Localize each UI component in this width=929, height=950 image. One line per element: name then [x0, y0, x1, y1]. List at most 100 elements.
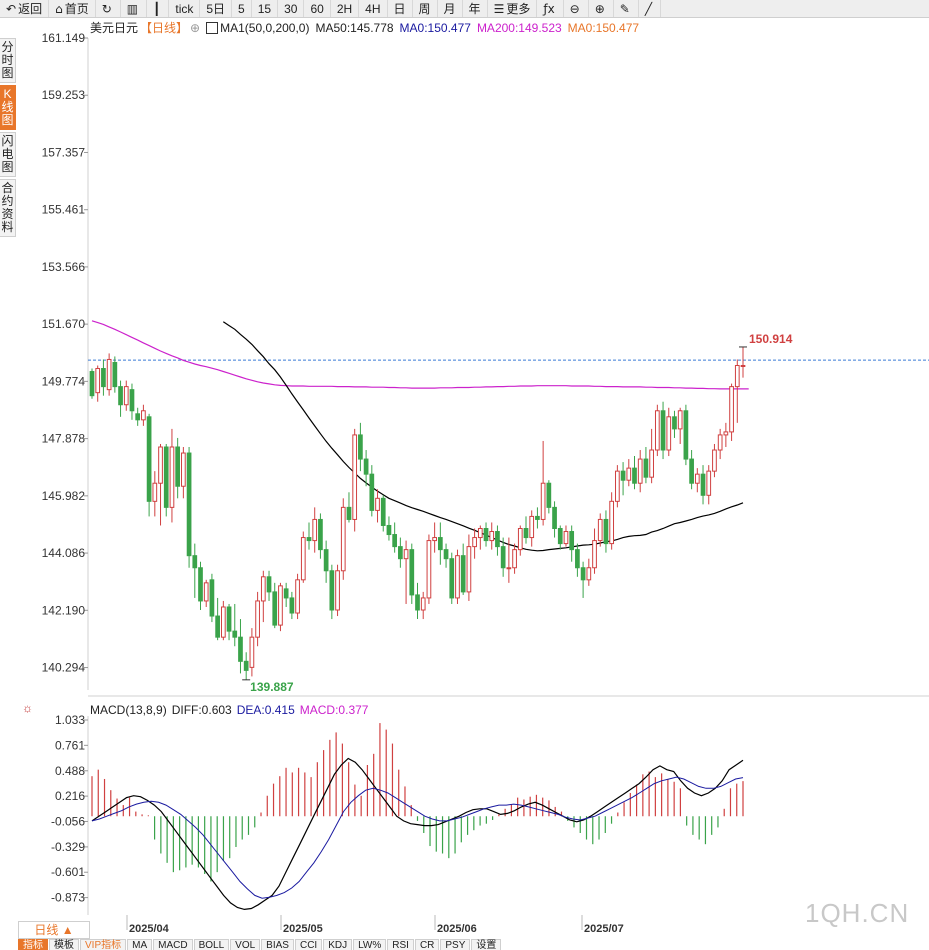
candle-body — [483, 528, 489, 542]
bar-chart-icon: ▥ — [126, 1, 139, 16]
indicator-tab[interactable]: MACD — [153, 939, 193, 950]
side-tab-2[interactable]: 闪电图 — [0, 132, 16, 177]
candle-body — [677, 410, 683, 430]
indicator-tab[interactable]: MA — [127, 939, 153, 950]
toolbar-home-button[interactable]: ⌂ 首页 — [49, 0, 96, 17]
side-tab-0[interactable]: 分时图 — [0, 38, 16, 83]
more-icon: ☰ — [493, 1, 505, 16]
candle-body — [289, 597, 295, 614]
toolbar-label: 30 — [284, 1, 298, 16]
candle-body — [432, 537, 437, 542]
candle-body — [649, 449, 654, 478]
candle-body — [272, 591, 278, 626]
settings-icon[interactable]: ⊕ — [190, 20, 201, 35]
indicator-tab[interactable]: PSY — [440, 939, 471, 950]
toolbar-draw-button[interactable]: ✎ — [614, 0, 639, 17]
candle-body — [597, 518, 603, 542]
candle-body — [495, 531, 500, 548]
candle-body — [215, 615, 220, 638]
side-tab-3[interactable]: 合约资料 — [0, 179, 16, 237]
toolbar-p15-button[interactable]: 15 — [252, 0, 279, 17]
toolbar-p60-button[interactable]: 60 — [304, 0, 331, 17]
ma200-line — [91, 320, 749, 390]
macd-settings-icon[interactable]: ☼ — [22, 701, 33, 715]
macd-tick-label: -0.329 — [51, 840, 85, 854]
candle-body — [243, 660, 249, 671]
indicator-tab[interactable]: 设置 — [471, 939, 502, 950]
candle-body — [700, 473, 706, 496]
macd-title: MACD(13,8,9) — [90, 703, 167, 717]
candle-body — [592, 540, 597, 569]
toolbar-week-button[interactable]: 周 — [413, 0, 438, 17]
date-tick-label: 2025/04 — [129, 923, 170, 935]
candle-body — [106, 358, 112, 391]
indicator-tab[interactable]: CR — [414, 939, 440, 950]
indicator-tab[interactable]: VIP指标 — [80, 939, 127, 950]
candle-body — [660, 410, 666, 451]
toolbar-label: 日 — [393, 2, 406, 16]
watermark: 1QH.CN — [805, 898, 910, 928]
zoom-in-icon: ⊕ — [594, 1, 605, 16]
toolbar-expand-button[interactable]: ╱ — [639, 0, 662, 17]
toolbar-day-button[interactable]: 日 — [388, 0, 413, 17]
toolbar-refresh-button[interactable]: ↻ — [96, 0, 121, 17]
toolbar-more-button[interactable]: ☰ 更多 — [488, 0, 538, 17]
candle-body — [437, 537, 443, 551]
macd-tick-label: -0.873 — [51, 891, 85, 905]
macd-dea-line — [91, 776, 744, 899]
toolbar-bar-style-button[interactable]: ▥ — [121, 0, 148, 17]
candle-body — [129, 389, 135, 412]
macd-tick-label: 1.033 — [55, 713, 85, 727]
candle-body — [392, 534, 398, 548]
toolbar-label: 2H — [336, 1, 353, 16]
indicator-tab[interactable]: BIAS — [261, 939, 294, 950]
indicator-tab[interactable]: VOL — [230, 939, 261, 950]
macd-tick-label: -0.601 — [51, 865, 85, 879]
indicator-tabs: 指标 模板 VIP指标 MA MACD BOLL VOL BIAS CCI KDJ LW% RSI CR… — [18, 939, 929, 950]
toolbar-5d-button[interactable]: 5日 — [200, 0, 233, 17]
candle-body — [135, 413, 141, 421]
zoom-out-icon: ⊖ — [569, 1, 580, 16]
toolbar-p4h-button[interactable]: 4H — [359, 0, 388, 17]
indicator-tab[interactable]: 指标 — [18, 939, 48, 950]
indicator-tab[interactable]: LW% — [353, 939, 387, 950]
toolbar-zoom-out-button[interactable]: ⊖ — [564, 0, 589, 17]
toolbar-year-button[interactable]: 年 — [463, 0, 488, 17]
candle-body — [672, 416, 677, 430]
indicator-tab[interactable]: BOLL — [193, 939, 230, 950]
ma50-value: MA50:145.778 — [315, 20, 394, 35]
toolbar-p5-button[interactable]: 5 — [232, 0, 252, 17]
candle-body — [512, 549, 517, 569]
toolbar-month-button[interactable]: 月 — [438, 0, 463, 17]
macd-tick-label: 0.488 — [55, 764, 85, 778]
candle-body — [209, 579, 215, 617]
candle-body — [163, 446, 169, 508]
toolbar-back-button[interactable]: ↶ 返回 — [0, 0, 50, 17]
toolbar-label: 5日 — [206, 2, 226, 16]
macd-diff-line — [91, 757, 744, 911]
toolbar-formula-button[interactable]: ƒx — [537, 0, 564, 17]
period-selector[interactable]: 日线 ▲ — [18, 921, 90, 939]
candle-body — [340, 506, 346, 572]
indicator-tab[interactable]: KDJ — [323, 939, 353, 950]
toolbar-p30-button[interactable]: 30 — [278, 0, 305, 17]
macd-diff-value: DIFF:0.603 — [171, 703, 232, 717]
toolbar-candle-style-button[interactable]: ┃ — [147, 0, 170, 17]
candle-body — [380, 497, 386, 526]
toolbar-tick-button[interactable]: tick — [169, 0, 201, 17]
toolbar-zoom-in-button[interactable]: ⊕ — [589, 0, 614, 17]
ma-indicator-icon[interactable] — [206, 21, 219, 34]
toolbar-p2h-button[interactable]: 2H — [331, 0, 360, 17]
candle-body — [363, 458, 369, 475]
top-toolbar: ↶ 返回 ⌂ 首页 ↻ ▥ ┃ tick 5日 5 15 30 60 2H 4H 日周月年 ☰ 更多 ƒx ⊖ ⊕ ✎ ╱ — [0, 0, 929, 18]
indicator-tab[interactable]: RSI — [387, 939, 414, 950]
indicator-tab[interactable]: 模板 — [49, 939, 79, 950]
period-tag[interactable]: 【日线】 — [140, 21, 189, 35]
indicator-tab[interactable]: CCI — [294, 939, 323, 950]
candle-body — [426, 540, 432, 599]
candle-body — [717, 434, 723, 451]
candle-body — [312, 518, 318, 542]
price-legend: 美元日元 【日线】 ⊕ MA1(50,0,200,0) MA50:145.778… — [90, 20, 645, 36]
